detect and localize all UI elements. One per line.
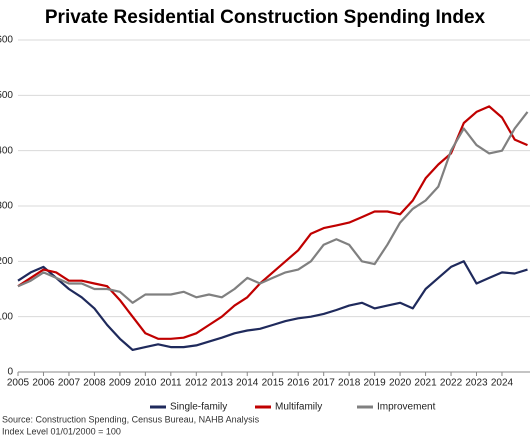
y-tick-label: 400 bbox=[0, 145, 13, 156]
x-tick-label: 2021 bbox=[414, 378, 437, 389]
x-tick-label: 2009 bbox=[109, 378, 132, 389]
x-tick-label: 2023 bbox=[465, 378, 488, 389]
x-tick-label: 2022 bbox=[440, 378, 463, 389]
x-tick-label: 2017 bbox=[313, 378, 336, 389]
y-tick-label: 200 bbox=[0, 256, 13, 267]
x-tick-label: 2019 bbox=[363, 378, 386, 389]
note: Index Level 01/01/2000 = 100 bbox=[2, 426, 121, 436]
x-tick-label: 2016 bbox=[287, 378, 310, 389]
series-line bbox=[17, 260, 528, 351]
series-line bbox=[17, 105, 528, 340]
y-tick-label: 500 bbox=[0, 90, 13, 101]
y-tick-label: 300 bbox=[0, 201, 13, 212]
y-tick-label: 0 bbox=[7, 367, 13, 378]
x-tick-label: 2012 bbox=[185, 378, 208, 389]
x-tick-label: 2005 bbox=[7, 378, 30, 389]
x-tick-label: 2024 bbox=[491, 378, 514, 389]
x-tick-label: 2020 bbox=[389, 378, 412, 389]
x-tick-label: 2006 bbox=[32, 378, 55, 389]
y-tick-label: 100 bbox=[0, 311, 13, 322]
x-tick-label: 2008 bbox=[83, 378, 106, 389]
source: Source: Construction Spending, Census Bu… bbox=[2, 414, 260, 424]
x-tick-label: 2007 bbox=[58, 378, 81, 389]
y-tick-label: 600 bbox=[0, 35, 13, 46]
x-tick-label: 2015 bbox=[262, 378, 285, 389]
legend-label: Improvement bbox=[377, 402, 436, 413]
series-line bbox=[17, 111, 529, 304]
x-tick-label: 2011 bbox=[160, 378, 182, 389]
x-tick-label: 2018 bbox=[338, 378, 361, 389]
x-tick-label: 2010 bbox=[134, 378, 157, 389]
legend-label: Multifamily bbox=[275, 402, 322, 413]
legend-label: Single-family bbox=[170, 402, 227, 413]
x-tick-label: 2013 bbox=[211, 378, 234, 389]
x-tick-label: 2014 bbox=[236, 378, 259, 389]
chart-title: Private Residential Construction Spendin… bbox=[45, 7, 486, 28]
